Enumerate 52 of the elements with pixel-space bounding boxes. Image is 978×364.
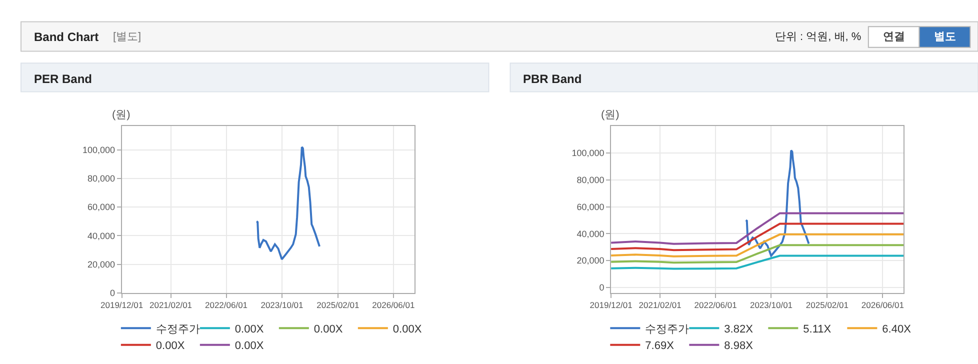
y-axis-title: (원) — [112, 109, 130, 121]
y-tick-label: 80,000 — [576, 175, 604, 186]
line-series — [611, 212, 904, 245]
line-series — [611, 233, 904, 258]
y-tick-label: 80,000 — [87, 174, 115, 184]
chart-title: PBR Band — [523, 72, 582, 86]
legend-label: 5.11X — [803, 323, 832, 336]
x-tick-label: 2022/06/01 — [694, 300, 738, 310]
y-tick-label: 60,000 — [87, 202, 115, 212]
legend-label: 3.82X — [724, 323, 754, 336]
text: [별도] — [113, 31, 142, 43]
x-tick-label: 2025/02/01 — [316, 300, 360, 310]
y-tick-label: 20,000 — [87, 259, 115, 270]
line-series — [611, 244, 904, 264]
y-tick-label: 40,000 — [87, 230, 115, 241]
legend-label: 8.98X — [724, 340, 754, 352]
legend-label: 0.00X — [234, 323, 264, 336]
legend-label: 0.00X — [156, 340, 186, 352]
legend-label: 0.00X — [314, 323, 344, 336]
x-tick-label: 2019/12/01 — [100, 300, 144, 310]
y-axis-title: (원) — [601, 109, 620, 121]
y-tick-label: 100,000 — [572, 148, 604, 158]
legend-label: 수정주가 — [645, 323, 690, 336]
legend-label: 0.00X — [234, 340, 264, 352]
x-tick-label: 2021/02/01 — [149, 300, 192, 310]
y-tick-label: 0 — [599, 282, 604, 292]
x-tick-label: 2026/06/01 — [861, 300, 904, 310]
x-tick-label: 2021/02/01 — [638, 300, 682, 310]
y-tick-label: 20,000 — [576, 256, 604, 266]
x-tick-label: 2025/02/01 — [806, 300, 849, 310]
legend-label: 7.69X — [645, 340, 675, 352]
y-tick-label: 40,000 — [576, 228, 604, 239]
text: 별도 — [934, 31, 956, 43]
legend-label: 6.40X — [882, 323, 912, 336]
x-tick-label: 2023/10/01 — [750, 300, 793, 310]
legend-label: 수정주가 — [156, 323, 200, 336]
line-series — [611, 254, 904, 270]
text: Band Chart — [34, 30, 99, 44]
line-series — [611, 222, 904, 252]
text: 단위 : 억원, 배, % — [775, 31, 862, 43]
text: 연결 — [883, 31, 905, 43]
line-series — [744, 149, 810, 257]
y-tick-label: 60,000 — [576, 202, 604, 212]
x-tick-label: 2019/12/01 — [590, 300, 633, 310]
y-tick-label: 100,000 — [82, 145, 115, 155]
chart-title: PER Band — [34, 72, 92, 86]
legend-label: 0.00X — [392, 323, 422, 336]
x-tick-label: 2026/06/01 — [372, 300, 415, 310]
line-series — [256, 146, 321, 260]
x-tick-label: 2022/06/01 — [204, 300, 248, 310]
y-tick-label: 0 — [110, 288, 115, 298]
x-tick-label: 2023/10/01 — [260, 300, 304, 310]
